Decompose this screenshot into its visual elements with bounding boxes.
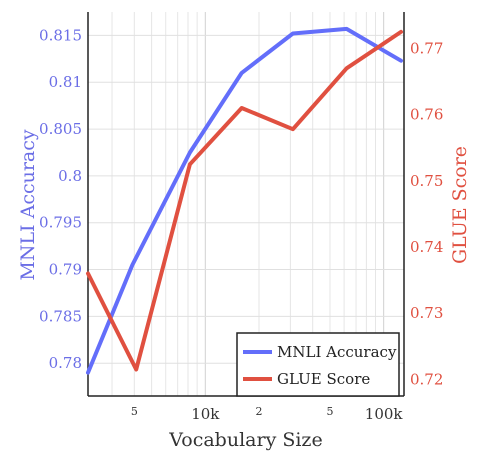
legend-label-mnli: MNLI Accuracy (277, 343, 397, 361)
left-tick-label: 0.8 (58, 167, 82, 185)
legend: MNLI Accuracy GLUE Score (236, 332, 400, 397)
legend-label-glue: GLUE Score (277, 370, 370, 388)
right-tick-label: 0.76 (410, 106, 443, 124)
left-tick-label: 0.81 (49, 73, 82, 91)
x-tick-label: 5 (131, 405, 138, 418)
right-tick-label: 0.77 (410, 39, 443, 57)
x-tick-label: 2 (255, 405, 262, 418)
x-tick-label: 5 (326, 405, 333, 418)
left-tick-label: 0.795 (39, 214, 82, 232)
x-tick-label: 100k (365, 405, 404, 423)
left-tick-label: 0.805 (39, 120, 82, 138)
series-line-mnli-accuracy (86, 26, 403, 375)
x-axis-label: Vocabulary Size (168, 429, 322, 451)
left-tick-label: 0.78 (49, 354, 82, 372)
left-tick-label: 0.79 (49, 261, 82, 279)
left-tick-label: 0.785 (39, 307, 82, 325)
right-tick-label: 0.73 (410, 304, 443, 322)
right-tick-label: 0.72 (410, 370, 443, 388)
legend-box (236, 332, 400, 397)
right-axis-label: GLUE Score (449, 146, 471, 264)
left-axis-label: MNLI Accuracy (17, 129, 39, 281)
x-tick-label: 10k (191, 405, 220, 423)
right-tick-label: 0.75 (410, 172, 443, 190)
right-tick-label: 0.74 (410, 238, 443, 256)
left-tick-label: 0.815 (39, 26, 82, 44)
